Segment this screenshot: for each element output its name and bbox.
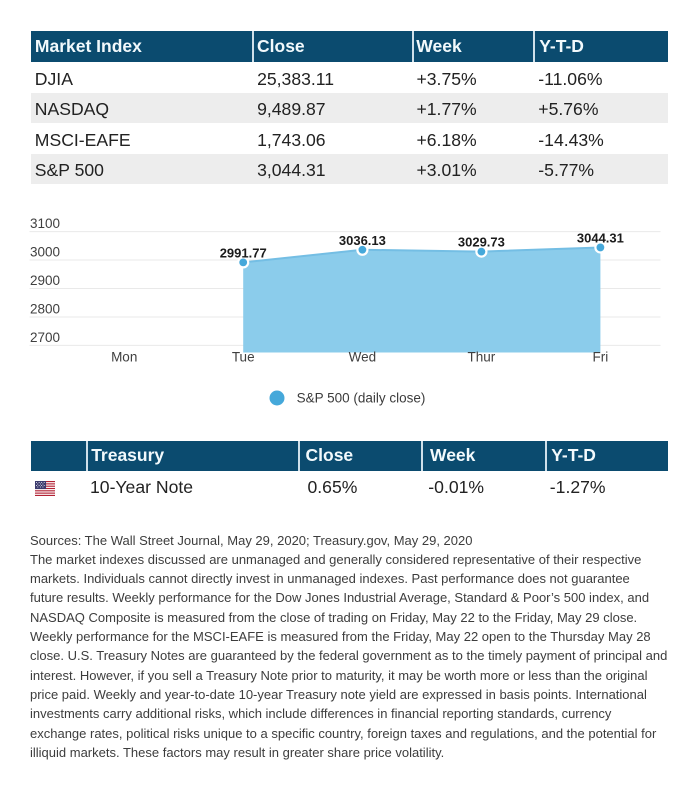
svg-text:Thur: Thur (468, 350, 496, 365)
svg-text:3100: 3100 (30, 216, 60, 231)
svg-text:Tue: Tue (232, 350, 255, 365)
svg-text:S&P 500 (daily close): S&P 500 (daily close) (297, 391, 426, 406)
svg-text:3036.13: 3036.13 (339, 233, 386, 248)
svg-text:Mon: Mon (111, 350, 137, 365)
svg-text:Fri: Fri (593, 350, 609, 365)
svg-text:2800: 2800 (30, 301, 60, 316)
svg-text:3044.31: 3044.31 (577, 230, 624, 245)
svg-text:Wed: Wed (349, 350, 377, 365)
svg-text:2900: 2900 (30, 273, 60, 288)
svg-text:3029.73: 3029.73 (458, 235, 505, 250)
svg-text:2991.77: 2991.77 (220, 245, 267, 260)
svg-text:2700: 2700 (30, 330, 60, 345)
svg-text:3000: 3000 (30, 245, 60, 260)
